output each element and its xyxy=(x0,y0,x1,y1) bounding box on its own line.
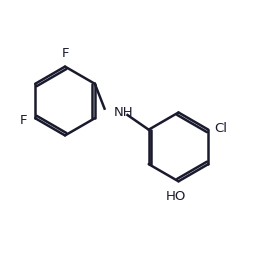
Text: NH: NH xyxy=(113,105,133,118)
Text: F: F xyxy=(20,114,27,126)
Text: Cl: Cl xyxy=(214,121,227,134)
Text: F: F xyxy=(61,47,69,60)
Text: HO: HO xyxy=(165,189,185,202)
